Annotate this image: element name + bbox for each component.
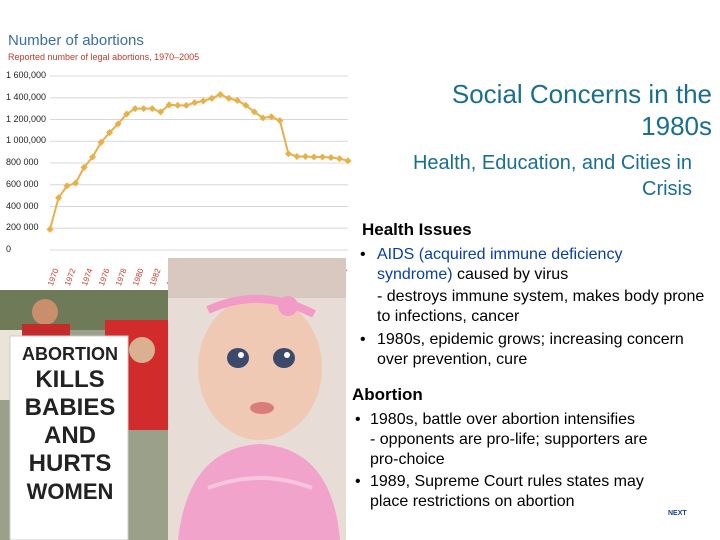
y-tick-label: 600 000 <box>6 178 39 189</box>
data-point <box>97 138 105 146</box>
data-point <box>123 110 131 118</box>
sign-line: ABORTION <box>22 344 118 364</box>
data-point <box>165 101 173 109</box>
data-point <box>174 101 182 109</box>
data-point <box>191 99 199 107</box>
y-tick-label: 1 600,000 <box>6 70 47 80</box>
chart-title: Number of abortions <box>8 32 144 49</box>
chart-subtitle: Reported number of legal abortions, 1970… <box>8 52 200 62</box>
health-bullet-aids-sub: - destroys immune system, makes body pro… <box>377 288 705 325</box>
data-point <box>80 163 88 171</box>
abortion-bullet-battle-sub: - opponents are pro-life; supporters are… <box>370 431 648 468</box>
data-point <box>301 152 309 161</box>
data-point <box>259 114 267 122</box>
data-point <box>318 153 326 161</box>
abortion-bullet-battle: 1980s, battle over abortion intensifies <box>370 411 636 428</box>
aids-rest: caused by virus <box>452 266 569 283</box>
abortion-heading: Abortion <box>352 385 423 404</box>
data-point <box>140 105 148 113</box>
data-point <box>335 155 344 163</box>
y-tick-label: 1 400,000 <box>6 91 47 102</box>
health-bullet-epidemic: 1980s, epidemic grows; increasing concer… <box>377 331 684 368</box>
data-point <box>242 101 250 109</box>
abortions-series-line <box>49 93 349 230</box>
data-point <box>276 117 284 125</box>
y-tick-label: 400 000 <box>6 200 39 211</box>
data-point <box>199 97 207 105</box>
bullet-marker: • <box>360 331 366 348</box>
y-tick-label: 0 <box>6 244 12 254</box>
sign-line: WOMEN <box>26 479 114 504</box>
data-point <box>267 113 275 121</box>
chart-plot <box>46 75 352 251</box>
bullet-marker: • <box>355 473 361 490</box>
data-point <box>157 108 165 116</box>
data-point <box>216 90 224 99</box>
aids-highlight: AIDS (acquired immune deficiency syndrom… <box>377 246 623 283</box>
data-point <box>131 105 139 113</box>
data-point <box>46 225 54 233</box>
bullet-marker: • <box>355 411 361 428</box>
data-point <box>284 150 292 158</box>
protest-photo: ABORTION KILLS BABIES AND HURTS WOMEN <box>0 290 170 540</box>
data-point <box>233 96 241 105</box>
data-point <box>114 120 122 128</box>
health-heading: Health Issues <box>362 220 472 239</box>
data-point <box>293 152 301 161</box>
data-point <box>148 105 156 113</box>
data-point <box>54 194 63 202</box>
baby-photo <box>168 258 346 540</box>
y-tick-label: 1 200,000 <box>6 113 47 124</box>
data-point <box>89 153 97 161</box>
sign-line: HURTS <box>28 450 112 477</box>
data-point <box>72 179 80 187</box>
health-bullet-aids: AIDS (acquired immune deficiency syndrom… <box>377 245 697 285</box>
slide-subtitle: Health, Education, and Cities in Crisis <box>412 152 692 200</box>
next-button[interactable]: NEXT <box>668 510 687 517</box>
data-point <box>327 154 335 162</box>
data-point <box>344 157 352 165</box>
slide-title: Social Concerns in the 1980s <box>451 79 712 141</box>
data-point <box>106 129 114 137</box>
data-point <box>208 94 216 102</box>
data-point <box>310 153 318 161</box>
data-point <box>225 94 233 102</box>
y-tick-label: 1 000,000 <box>6 135 47 146</box>
data-point <box>182 101 190 109</box>
bullet-marker: • <box>360 246 366 263</box>
data-point <box>63 182 71 190</box>
sign-line: BABIES <box>24 394 116 421</box>
sign-line: KILLS <box>35 366 105 393</box>
y-tick-label: 800 000 <box>6 157 39 167</box>
sign-line: AND <box>44 422 96 449</box>
y-tick-label: 200 000 <box>6 222 39 233</box>
abortion-bullet-court: 1989, Supreme Court rules states may pla… <box>370 473 644 510</box>
abortion-chart: Number of abortions Reported number of l… <box>0 28 355 293</box>
